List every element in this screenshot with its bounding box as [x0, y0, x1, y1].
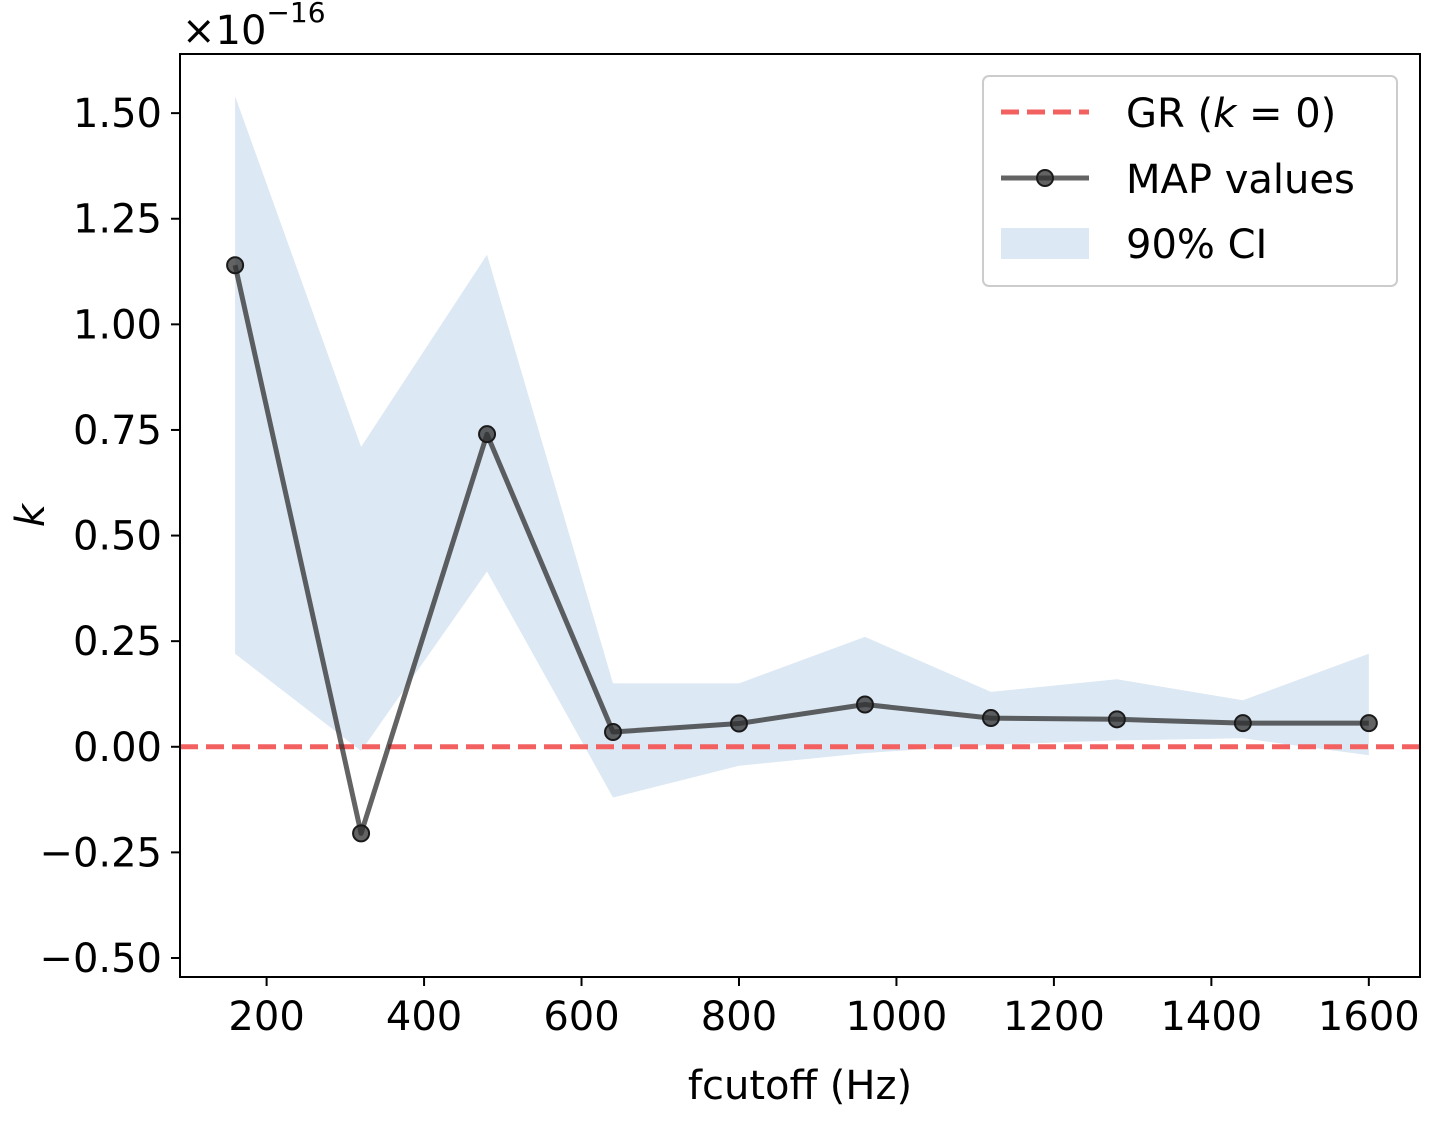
map-series-line	[232, 264, 1369, 836]
map-series-layer	[226, 256, 1378, 843]
x-tick-label: 1600	[1318, 994, 1420, 1040]
y-tick-label: 1.00	[73, 302, 162, 348]
map-point	[729, 714, 748, 733]
x-tick-label: 600	[543, 994, 619, 1040]
y-axis-multiplier: ×10−16	[182, 0, 326, 54]
legend-ci-swatch	[1001, 228, 1089, 259]
multiplier-exponent: −16	[266, 0, 325, 29]
map-point	[1107, 710, 1126, 729]
map-point	[1359, 714, 1378, 733]
y-tick-label: 1.50	[73, 91, 162, 137]
x-tick-label: 400	[386, 994, 462, 1040]
x-tick-label: 800	[701, 994, 777, 1040]
map-point	[478, 425, 497, 444]
map-point	[855, 695, 874, 714]
map-point	[352, 824, 371, 843]
legend-gr-label: GR (k = 0)	[1126, 91, 1336, 137]
multiplier-base: ×10	[182, 8, 266, 54]
legend: GR (k = 0) MAP values 90% CI	[982, 75, 1398, 287]
x-tick-label: 1000	[846, 994, 948, 1040]
x-tick-label: 200	[228, 994, 304, 1040]
y-tick-label: 0.25	[73, 619, 162, 665]
map-point	[604, 722, 623, 741]
y-tick-label: −0.25	[39, 830, 162, 876]
x-tick-label: 1200	[1003, 994, 1105, 1040]
y-axis: −0.50 −0.25 0.00 0.25 0.50 0.75 1.00 1.25 1.50	[39, 91, 180, 982]
map-point	[226, 256, 245, 275]
y-axis-label: k	[8, 502, 54, 527]
x-axis: 200 400 600 800 1000 1200 1400 1600	[228, 977, 1420, 1040]
legend-map-swatch-marker	[1036, 169, 1054, 187]
y-tick-label: −0.50	[39, 936, 162, 982]
y-tick-label: 1.25	[73, 197, 162, 243]
x-axis-label: fcutoff (Hz)	[688, 1063, 912, 1109]
x-tick-label: 1400	[1160, 994, 1262, 1040]
map-point	[981, 709, 1000, 728]
y-tick-label: 0.00	[73, 725, 162, 771]
ci-band-layer	[235, 96, 1369, 798]
plot-frame	[179, 53, 1421, 978]
y-tick-label: 0.50	[73, 514, 162, 560]
y-tick-label: 0.75	[73, 408, 162, 454]
legend-map-label: MAP values	[1126, 157, 1355, 203]
map-point	[1233, 714, 1252, 733]
ci-band	[235, 96, 1369, 798]
legend-ci-label: 90% CI	[1126, 222, 1267, 268]
